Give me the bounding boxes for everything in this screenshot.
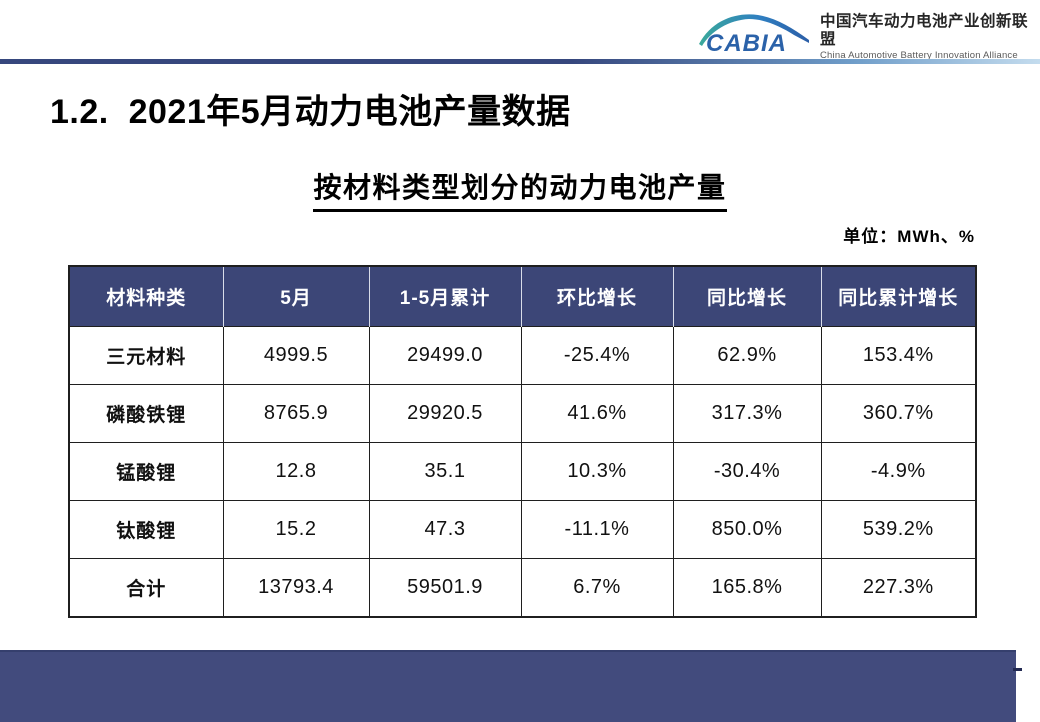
material-name-cell: 钛酸锂: [68, 500, 224, 559]
table-row: 锰酸锂 12.8 35.1 10.3% -30.4% -4.9%: [68, 442, 977, 501]
footer-edge-mark: [1013, 668, 1022, 671]
table-row: 三元材料 4999.5 29499.0 -25.4% 62.9% 153.4%: [68, 326, 977, 385]
value-cell: 41.6%: [520, 384, 674, 443]
logo-name-en: China Automotive Battery Innovation Alli…: [820, 50, 1018, 62]
column-header: 同比增长: [672, 266, 821, 327]
table-subtitle: 按材料类型划分的动力电池产量: [313, 166, 727, 212]
battery-production-table: 材料种类 5月 1-5月累计 环比增长 同比增长 同比累计增长 三元材料 4999.5 294…: [68, 265, 977, 618]
value-cell: 13793.4: [222, 558, 370, 618]
value-cell: -11.1%: [520, 500, 674, 559]
value-cell: 317.3%: [672, 384, 822, 443]
header-divider: [0, 59, 1040, 64]
footer-bar: [0, 650, 1016, 722]
value-cell: 15.2: [222, 500, 370, 559]
value-cell: 62.9%: [672, 326, 822, 385]
material-name-cell: 三元材料: [68, 326, 224, 385]
cabia-logo: CABIA 中国汽车动力电池产业创新联盟 China Automotive Ba…: [696, 9, 1030, 62]
material-name-cell: 合计: [68, 558, 224, 618]
value-cell: 227.3%: [820, 558, 977, 618]
value-cell: -30.4%: [672, 442, 822, 501]
value-cell: 165.8%: [672, 558, 822, 618]
table-row: 钛酸锂 15.2 47.3 -11.1% 850.0% 539.2%: [68, 500, 977, 559]
unit-label: 单位：MWh、%: [843, 227, 975, 246]
value-cell: 850.0%: [672, 500, 822, 559]
table-row: 磷酸铁锂 8765.9 29920.5 41.6% 317.3% 360.7%: [68, 384, 977, 443]
value-cell: 47.3: [368, 500, 522, 559]
material-name-cell: 磷酸铁锂: [68, 384, 224, 443]
value-cell: 4999.5: [222, 326, 370, 385]
value-cell: 539.2%: [820, 500, 977, 559]
cabia-logo-abbr-text: CABIA: [706, 30, 787, 57]
value-cell: 8765.9: [222, 384, 370, 443]
subtitle-row: 按材料类型划分的动力电池产量: [0, 166, 1040, 212]
table-body: 三元材料 4999.5 29499.0 -25.4% 62.9% 153.4% 磷酸铁锂 87…: [68, 326, 977, 618]
value-cell: 59501.9: [368, 558, 522, 618]
cabia-logo-mark: CABIA: [696, 10, 812, 60]
value-cell: 360.7%: [820, 384, 977, 443]
value-cell: 6.7%: [520, 558, 674, 618]
value-cell: 29920.5: [368, 384, 522, 443]
table-row: 合计 13793.4 59501.9 6.7% 165.8% 227.3%: [68, 558, 977, 618]
page-title: 1.2. 2021年5月动力电池产量数据: [50, 93, 571, 131]
column-header: 同比累计增长: [820, 266, 976, 327]
cabia-logo-text: 中国汽车动力电池产业创新联盟 China Automotive Battery …: [820, 9, 1030, 62]
column-header: 材料种类: [69, 266, 223, 327]
value-cell: -4.9%: [820, 442, 977, 501]
logo-name-zh: 中国汽车动力电池产业创新联盟: [820, 12, 1029, 48]
value-cell: 10.3%: [520, 442, 674, 501]
value-cell: -25.4%: [520, 326, 674, 385]
material-name-cell: 锰酸锂: [68, 442, 224, 501]
column-header: 1-5月累计: [368, 266, 521, 327]
value-cell: 29499.0: [368, 326, 522, 385]
table-header-row: 材料种类 5月 1-5月累计 环比增长 同比增长 同比累计增长: [69, 266, 976, 327]
column-header: 环比增长: [520, 266, 673, 327]
column-header: 5月: [222, 266, 369, 327]
value-cell: 35.1: [368, 442, 522, 501]
value-cell: 153.4%: [820, 326, 977, 385]
value-cell: 12.8: [222, 442, 370, 501]
